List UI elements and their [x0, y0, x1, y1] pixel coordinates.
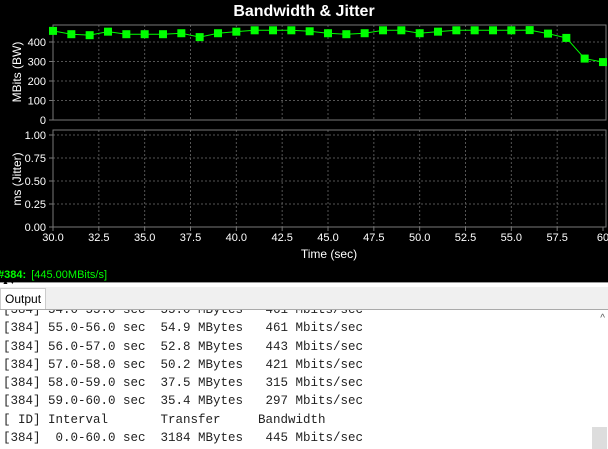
bandwidth-point — [599, 58, 607, 67]
output-line: [384] 56.0-57.0 sec 52.8 MBytes 443 Mbit… — [3, 339, 364, 354]
x-tick-label: 57.5 — [546, 232, 567, 244]
bandwidth-point — [269, 26, 277, 35]
status-readout: #384: [445.00MBits/s] — [0, 269, 107, 281]
bandwidth-y-ticks: 0 100 200 300 400 — [28, 37, 53, 127]
bandwidth-point — [140, 30, 149, 39]
output-scrollbar[interactable]: ^ — [591, 310, 608, 449]
bandwidth-point — [49, 26, 57, 35]
bandwidth-jitter-chart: Bandwidth & Jitter 0 100 200 300 400 0.00 0.2… — [0, 3, 608, 281]
bandwidth-point — [214, 29, 222, 38]
bandwidth-point — [580, 54, 589, 63]
bandwidth-point — [122, 30, 131, 39]
jitter-y-tick-label: 0.50 — [25, 176, 46, 188]
bandwidth-point — [250, 26, 259, 35]
jitter-plot-frame — [52, 129, 607, 228]
bandwidth-series — [49, 26, 607, 67]
bandwidth-point — [104, 27, 112, 36]
output-lines: [384] 54.0-55.0 sec 55.0 MBytes 461 Mbit… — [3, 309, 364, 447]
x-tick-label: 40.0 — [226, 232, 247, 244]
output-line: [384] 0.0-60.0 sec 3184 MBytes 445 Mbits… — [3, 431, 364, 446]
bandwidth-plot-frame — [52, 24, 607, 121]
bandwidth-point — [452, 26, 461, 35]
bandwidth-point — [232, 27, 241, 36]
output-line: [384] 57.0-58.0 sec 50.2 MBytes 421 Mbit… — [3, 357, 364, 372]
bandwidth-point — [85, 31, 94, 40]
status-stream-id: #384: — [0, 269, 26, 281]
jitter-y-ticks: 0.00 0.25 0.50 0.75 1.00 — [25, 130, 53, 234]
output-line: [384] 54.0-55.0 sec 55.0 MBytes 461 Mbit… — [3, 309, 364, 317]
split-pane-divider[interactable]: ▲▼ — [0, 279, 608, 288]
status-bandwidth: [445.00MBits/s] — [31, 269, 107, 281]
scroll-up-icon[interactable]: ^ — [600, 313, 605, 324]
bandwidth-point — [342, 30, 351, 39]
output-line: [ ID] Interval Transfer Bandwidth — [3, 412, 326, 427]
x-tick-label: 45.0 — [317, 232, 338, 244]
bandwidth-y-tick-label: 100 — [28, 96, 46, 108]
jitter-y-axis-label: ms (Jitter) — [10, 152, 24, 205]
x-ticks: 30.0 32.5 35.0 37.5 40.0 42.5 45.0 47.5 50.0 52.5… — [42, 227, 608, 244]
bandwidth-point — [397, 26, 406, 35]
bandwidth-point — [287, 26, 296, 35]
jitter-grid — [53, 130, 606, 227]
bandwidth-grid — [53, 25, 606, 120]
bandwidth-point — [159, 30, 167, 39]
jitter-y-tick-label: 0.25 — [25, 199, 46, 211]
chart-title: Bandwidth & Jitter — [233, 3, 374, 20]
tab-output[interactable]: Output — [0, 288, 47, 309]
bandwidth-y-tick-label: 0 — [40, 115, 46, 127]
bandwidth-point — [507, 26, 516, 35]
bandwidth-point — [489, 26, 497, 35]
x-tick-label: 42.5 — [271, 232, 292, 244]
bandwidth-point — [67, 30, 76, 39]
x-axis-label: Time (sec) — [301, 247, 357, 261]
bandwidth-point — [379, 26, 387, 35]
bandwidth-point — [305, 27, 314, 36]
x-tick-label: 55.0 — [501, 232, 522, 244]
bandwidth-y-tick-label: 300 — [28, 57, 46, 69]
x-tick-label: 32.5 — [88, 232, 109, 244]
output-line: [384] 58.0-59.0 sec 37.5 MBytes 315 Mbit… — [3, 376, 364, 391]
bandwidth-point — [544, 29, 552, 38]
bandwidth-point — [562, 33, 571, 42]
x-tick-label: 50.0 — [409, 232, 430, 244]
x-tick-label: 52.5 — [455, 232, 476, 244]
jitter-y-tick-label: 0.75 — [25, 153, 46, 165]
bandwidth-point — [470, 26, 479, 35]
jitter-y-tick-label: 0.00 — [25, 222, 46, 234]
bandwidth-y-tick-label: 200 — [28, 76, 46, 88]
output-line: [384] 55.0-56.0 sec 54.9 MBytes 461 Mbit… — [3, 321, 364, 336]
output-panel: Output [384] 54.0-55.0 sec 55.0 MBytes 4… — [0, 287, 608, 449]
bandwidth-point — [195, 33, 204, 42]
jitter-y-tick-label: 1.00 — [25, 130, 46, 142]
bandwidth-point — [415, 29, 424, 38]
bandwidth-y-tick-label: 400 — [28, 37, 46, 49]
x-tick-label: 35.0 — [134, 232, 155, 244]
x-tick-label: 60 — [597, 232, 608, 244]
bandwidth-point — [360, 29, 369, 38]
bandwidth-point — [525, 26, 534, 35]
x-tick-label: 47.5 — [363, 232, 384, 244]
x-tick-label: 37.5 — [180, 232, 201, 244]
output-line: [384] 59.0-60.0 sec 35.4 MBytes 297 Mbit… — [3, 394, 364, 409]
bandwidth-point — [324, 29, 332, 38]
bandwidth-point — [434, 27, 442, 36]
bandwidth-point — [177, 29, 186, 38]
bandwidth-y-axis-label: MBits (BW) — [10, 42, 24, 103]
collapse-arrows-icon[interactable]: ▲▼ — [2, 279, 16, 286]
x-tick-label: 30.0 — [42, 232, 63, 244]
output-text-area[interactable]: [384] 54.0-55.0 sec 55.0 MBytes 461 Mbit… — [0, 309, 608, 449]
scroll-thumb[interactable] — [592, 427, 607, 449]
